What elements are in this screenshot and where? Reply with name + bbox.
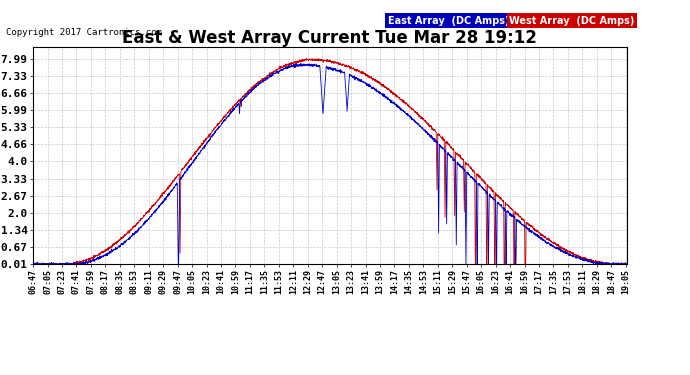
Title: East & West Array Current Tue Mar 28 19:12: East & West Array Current Tue Mar 28 19:…	[122, 29, 538, 47]
Text: Copyright 2017 Cartronics.com: Copyright 2017 Cartronics.com	[6, 28, 161, 37]
Text: East Array  (DC Amps): East Array (DC Amps)	[388, 16, 509, 26]
Text: West Array  (DC Amps): West Array (DC Amps)	[509, 16, 635, 26]
